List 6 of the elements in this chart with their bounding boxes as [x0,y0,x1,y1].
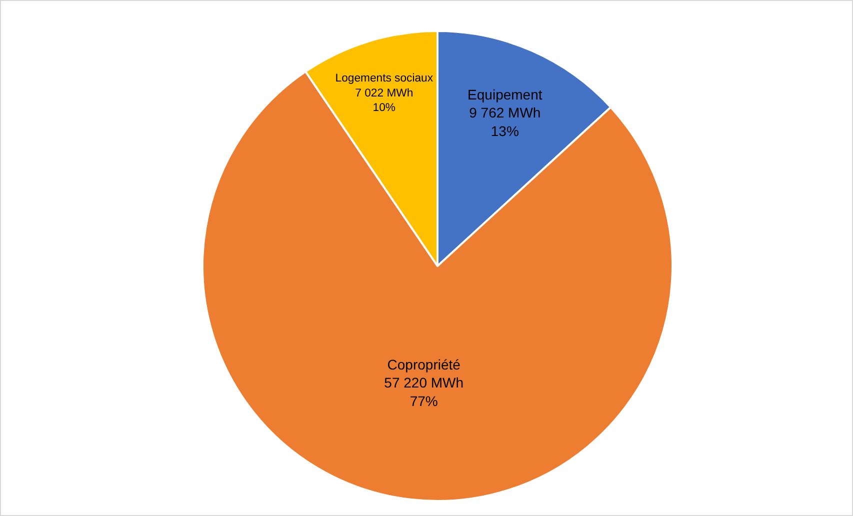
slice-label: Equipement [468,86,542,102]
slice-label: Logements sociaux [335,72,434,85]
data-label: 9 762 MWh 13% [469,104,541,139]
data-label: 57 220 MWh 77% [384,374,464,409]
data-label: 7 022 MWh 10% [355,87,414,114]
slice-label: Copropriété [387,356,461,373]
